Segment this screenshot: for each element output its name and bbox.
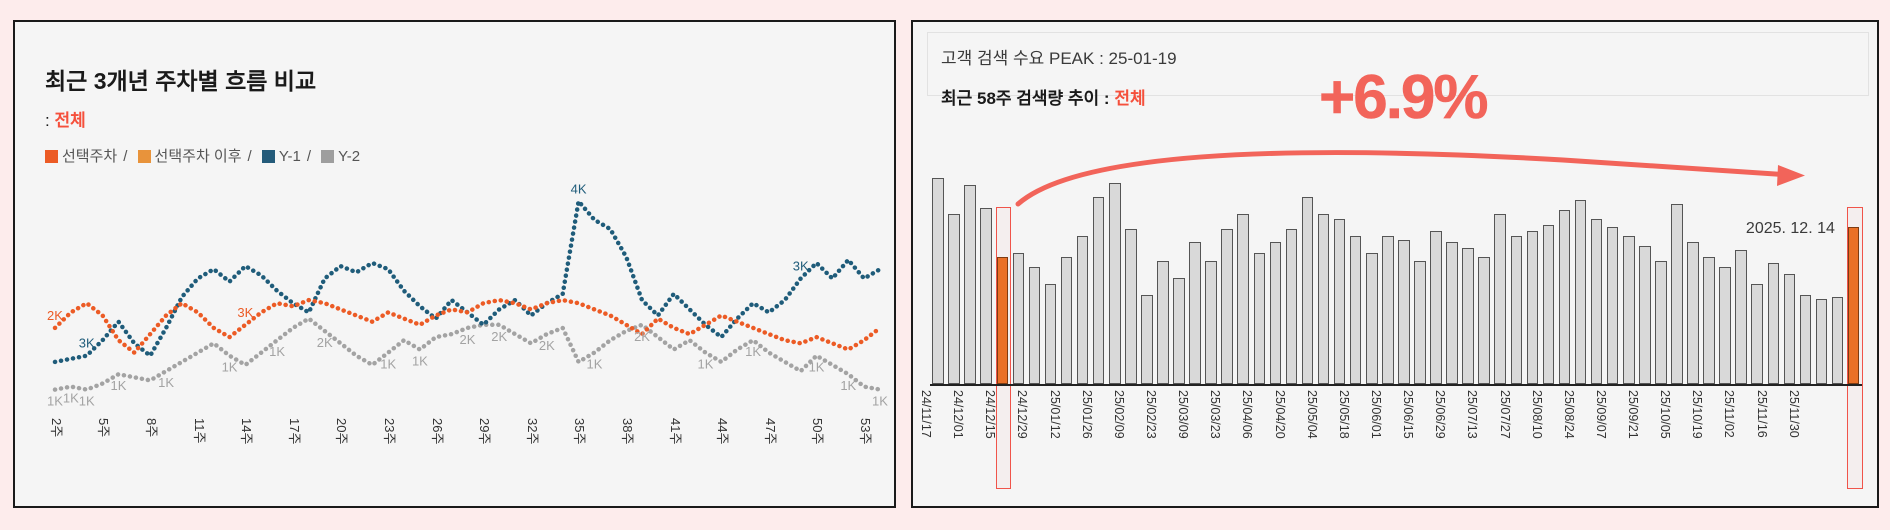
svg-text:1K: 1K	[840, 378, 856, 393]
svg-text:1K: 1K	[47, 394, 63, 409]
svg-text:1K: 1K	[809, 360, 825, 375]
svg-text:1K: 1K	[79, 394, 95, 409]
svg-text:1K: 1K	[269, 344, 285, 359]
svg-text:1K: 1K	[745, 344, 761, 359]
svg-text:1K: 1K	[158, 375, 174, 390]
svg-text:2K: 2K	[47, 308, 63, 323]
svg-text:1K: 1K	[586, 357, 602, 372]
svg-text:2K: 2K	[539, 338, 555, 353]
svg-text:1K: 1K	[872, 394, 888, 409]
svg-text:3K: 3K	[79, 336, 95, 351]
svg-text:4K: 4K	[571, 181, 587, 196]
svg-text:1K: 1K	[222, 360, 238, 375]
svg-text:1K: 1K	[63, 391, 79, 406]
svg-text:2K: 2K	[460, 332, 476, 347]
svg-text:3K: 3K	[793, 258, 809, 273]
svg-text:1K: 1K	[698, 357, 714, 372]
svg-text:2K: 2K	[634, 329, 650, 344]
svg-text:1K: 1K	[111, 378, 127, 393]
svg-text:2K: 2K	[491, 329, 507, 344]
svg-text:2K: 2K	[317, 335, 333, 350]
svg-text:3K: 3K	[237, 305, 253, 320]
svg-text:1K: 1K	[380, 357, 396, 372]
svg-text:1K: 1K	[412, 354, 428, 369]
